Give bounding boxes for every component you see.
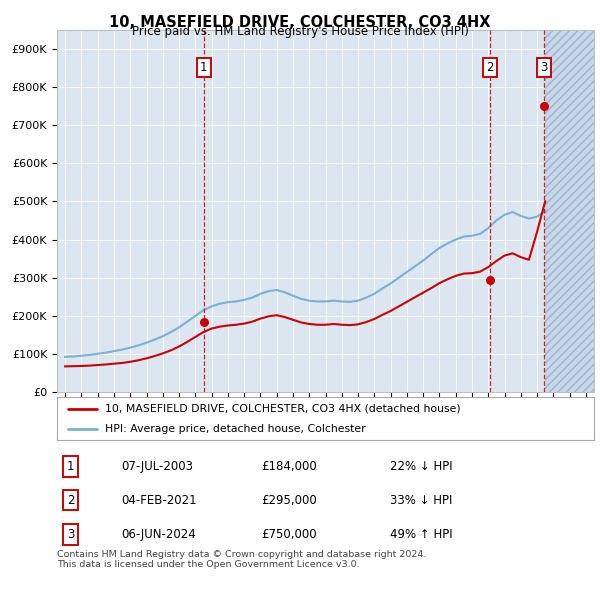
Text: 2: 2 (67, 494, 74, 507)
Text: 33% ↓ HPI: 33% ↓ HPI (390, 494, 452, 507)
Text: £750,000: £750,000 (261, 528, 317, 541)
Text: 3: 3 (67, 528, 74, 541)
Text: 1: 1 (200, 61, 208, 74)
Text: 3: 3 (541, 61, 548, 74)
Text: 1: 1 (67, 460, 74, 473)
Text: 2: 2 (486, 61, 493, 74)
Bar (545, 30, 594, 392)
Text: HPI: Average price, detached house, Colchester: HPI: Average price, detached house, Colc… (106, 424, 366, 434)
Text: 10, MASEFIELD DRIVE, COLCHESTER, CO3 4HX (detached house): 10, MASEFIELD DRIVE, COLCHESTER, CO3 4HX… (106, 404, 461, 414)
Text: 06-JUN-2024: 06-JUN-2024 (121, 528, 196, 541)
Text: 07-JUL-2003: 07-JUL-2003 (121, 460, 193, 473)
Text: £184,000: £184,000 (261, 460, 317, 473)
Text: 10, MASEFIELD DRIVE, COLCHESTER, CO3 4HX: 10, MASEFIELD DRIVE, COLCHESTER, CO3 4HX (109, 15, 491, 30)
Text: 22% ↓ HPI: 22% ↓ HPI (390, 460, 452, 473)
Text: Contains HM Land Registry data © Crown copyright and database right 2024.
This d: Contains HM Land Registry data © Crown c… (57, 550, 427, 569)
Text: Price paid vs. HM Land Registry's House Price Index (HPI): Price paid vs. HM Land Registry's House … (131, 25, 469, 38)
Text: £295,000: £295,000 (261, 494, 317, 507)
Text: 04-FEB-2021: 04-FEB-2021 (121, 494, 197, 507)
Text: 49% ↑ HPI: 49% ↑ HPI (390, 528, 452, 541)
